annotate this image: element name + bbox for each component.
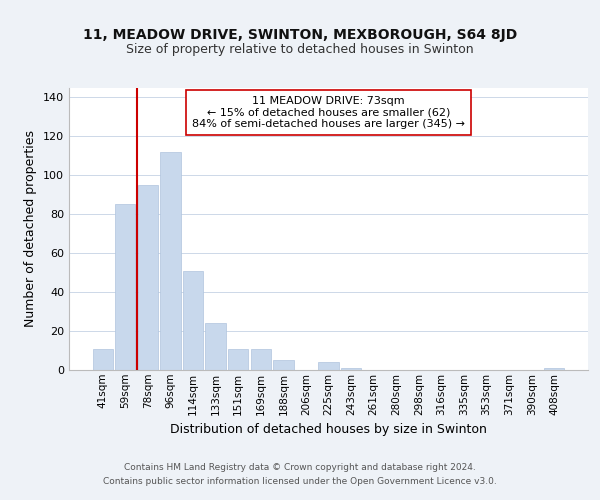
Bar [319, 362, 338, 370]
Text: 11, MEADOW DRIVE, SWINTON, MEXBOROUGH, S64 8JD: 11, MEADOW DRIVE, SWINTON, MEXBOROUGH, S… [83, 28, 517, 42]
Y-axis label: Number of detached properties: Number of detached properties [25, 130, 37, 327]
Text: 11 MEADOW DRIVE: 73sqm
← 15% of detached houses are smaller (62)
84% of semi-det: 11 MEADOW DRIVE: 73sqm ← 15% of detached… [192, 96, 465, 129]
Text: Contains HM Land Registry data © Crown copyright and database right 2024.: Contains HM Land Registry data © Crown c… [124, 464, 476, 472]
X-axis label: Distribution of detached houses by size in Swinton: Distribution of detached houses by size … [170, 423, 487, 436]
Text: Contains public sector information licensed under the Open Government Licence v3: Contains public sector information licen… [103, 478, 497, 486]
Bar [205, 323, 226, 370]
Bar [273, 360, 293, 370]
Bar [228, 348, 248, 370]
Bar [115, 204, 136, 370]
Text: Size of property relative to detached houses in Swinton: Size of property relative to detached ho… [126, 42, 474, 56]
Bar [341, 368, 361, 370]
Bar [544, 368, 565, 370]
Bar [183, 270, 203, 370]
Bar [160, 152, 181, 370]
Bar [251, 348, 271, 370]
Bar [92, 348, 113, 370]
Bar [138, 185, 158, 370]
